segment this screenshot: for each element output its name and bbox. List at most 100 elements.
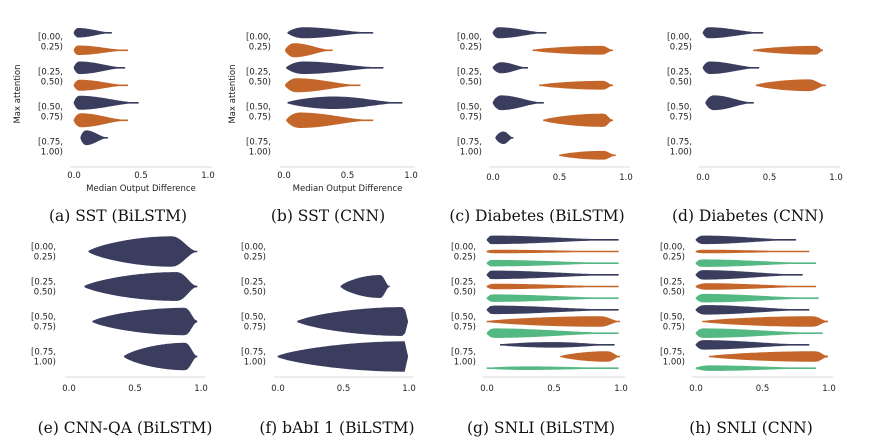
x-tick-label: 0.5 [756, 384, 770, 394]
y-tick-label: [0.25, [667, 68, 692, 78]
x-tick-label: 1.0 [614, 384, 628, 394]
violin-orange [695, 283, 816, 290]
y-tick-label: 1.00) [460, 148, 482, 158]
violin-navy [695, 270, 803, 280]
y-tick-label: [0.00, [457, 33, 482, 43]
violin-navy [124, 342, 198, 371]
violin-orange [539, 80, 613, 90]
panel-caption: (c) Diabetes (BiLSTM) [449, 207, 624, 225]
panel-4: [0.00,0.25)[0.25,0.50)[0.50,0.75)[0.75,1… [667, 27, 843, 225]
x-tick-label: 0.5 [553, 173, 567, 183]
violin-navy [340, 274, 390, 299]
violin-green [486, 294, 619, 302]
violin-orange [753, 45, 823, 55]
violin-green [695, 328, 823, 338]
y-tick-label: 0.50) [249, 78, 271, 88]
x-tick-label: 0.5 [134, 171, 148, 181]
violin-orange [73, 113, 128, 128]
violin-orange [486, 283, 619, 290]
panel-caption: (f) bAbI 1 (BiLSTM) [259, 419, 414, 437]
y-tick-label: [0.75, [457, 138, 482, 148]
y-tick-label: [0.75, [241, 348, 266, 358]
y-tick-label: 0.50) [34, 288, 56, 298]
violin-navy [695, 340, 810, 350]
y-tick-label: 0.75) [663, 323, 685, 333]
y-tick-label: 0.25) [34, 253, 56, 263]
y-tick-label: 1.00) [244, 358, 266, 368]
y-tick-label: 0.25) [670, 43, 692, 53]
y-tick-label: 1.00) [454, 358, 476, 368]
violin-navy [486, 270, 619, 280]
violin-green [486, 259, 619, 267]
panel-5: [0.00,0.25)[0.25,0.50)[0.50,0.75)[0.75,1… [31, 236, 212, 437]
y-axis-title: Max attention [13, 64, 23, 123]
x-tick-label: 0.0 [271, 384, 285, 394]
y-tick-label: 0.75) [249, 113, 271, 123]
x-tick-label: 0.5 [763, 173, 777, 183]
violin-navy [486, 305, 619, 315]
violin-navy [495, 131, 514, 144]
violin-navy [286, 61, 384, 74]
y-tick-label: [0.00, [246, 33, 271, 43]
violin-orange [560, 351, 620, 362]
y-tick-label: [0.00, [38, 33, 63, 43]
x-tick-label: 1.0 [194, 384, 208, 394]
y-tick-label: [0.75, [31, 348, 56, 358]
y-tick-label: [0.50, [31, 313, 56, 323]
y-tick-label: 0.75) [670, 113, 692, 123]
violin-orange [695, 249, 810, 254]
y-tick-label: [0.25, [38, 68, 63, 78]
violin-navy [80, 130, 108, 146]
panel-caption: (d) Diabetes (CNN) [672, 207, 824, 225]
violin-orange [73, 45, 128, 55]
violin-green [486, 328, 619, 338]
y-tick-label: 0.50) [41, 78, 63, 88]
violin-navy [500, 342, 615, 348]
violin-navy [702, 61, 760, 74]
panel-3: [0.00,0.25)[0.25,0.50)[0.50,0.75)[0.75,1… [449, 27, 633, 225]
panel-6: [0.00,0.25)[0.25,0.50)[0.50,0.75)[0.75,1… [241, 243, 416, 438]
violin-navy [73, 95, 139, 110]
y-tick-label: [0.25, [246, 68, 271, 78]
y-tick-label: [0.75, [38, 138, 63, 148]
y-tick-label: 0.75) [460, 113, 482, 123]
y-tick-label: 0.75) [41, 113, 63, 123]
violin-orange [285, 78, 361, 93]
violin-orange [755, 79, 826, 92]
violin-navy [695, 235, 797, 245]
y-tick-label: [0.75, [667, 138, 692, 148]
y-tick-label: [0.50, [38, 103, 63, 113]
x-tick-label: 1.0 [619, 173, 633, 183]
y-tick-label: [0.00, [241, 243, 266, 253]
violin-orange [702, 316, 828, 327]
violin-navy [73, 28, 112, 38]
x-axis-title: Median Output Difference [86, 184, 196, 194]
y-tick-label: 0.50) [244, 288, 266, 298]
y-tick-label: 1.00) [34, 358, 56, 368]
panel-caption: (a) SST (BiLSTM) [49, 207, 187, 225]
violin-orange [709, 351, 828, 362]
y-tick-label: 0.25) [249, 43, 271, 53]
y-tick-label: 1.00) [41, 148, 63, 158]
y-tick-label: 0.75) [34, 323, 56, 333]
y-tick-label: 0.50) [670, 78, 692, 88]
panel-caption: (b) SST (CNN) [271, 207, 385, 225]
x-tick-label: 0.5 [337, 384, 351, 394]
y-tick-label: 0.50) [454, 288, 476, 298]
violin-green [486, 366, 619, 370]
violin-orange [559, 150, 616, 160]
violin-orange [286, 112, 374, 128]
x-tick-label: 0.0 [696, 173, 710, 183]
panel-8: [0.00,0.25)[0.25,0.50)[0.50,0.75)[0.75,1… [660, 235, 836, 437]
x-tick-label: 0.0 [277, 171, 291, 181]
x-tick-label: 1.0 [402, 384, 416, 394]
x-tick-label: 0.0 [67, 171, 81, 181]
panel-caption: (h) SNLI (CNN) [689, 419, 813, 437]
x-tick-label: 0.5 [547, 384, 561, 394]
violin-orange [486, 316, 620, 327]
panel-1: [0.00,0.25)[0.25,0.50)[0.50,0.75)[0.75,1… [13, 28, 215, 225]
y-tick-label: [0.00, [660, 243, 685, 253]
violin-navy [486, 235, 619, 245]
y-tick-label: 0.50) [460, 78, 482, 88]
